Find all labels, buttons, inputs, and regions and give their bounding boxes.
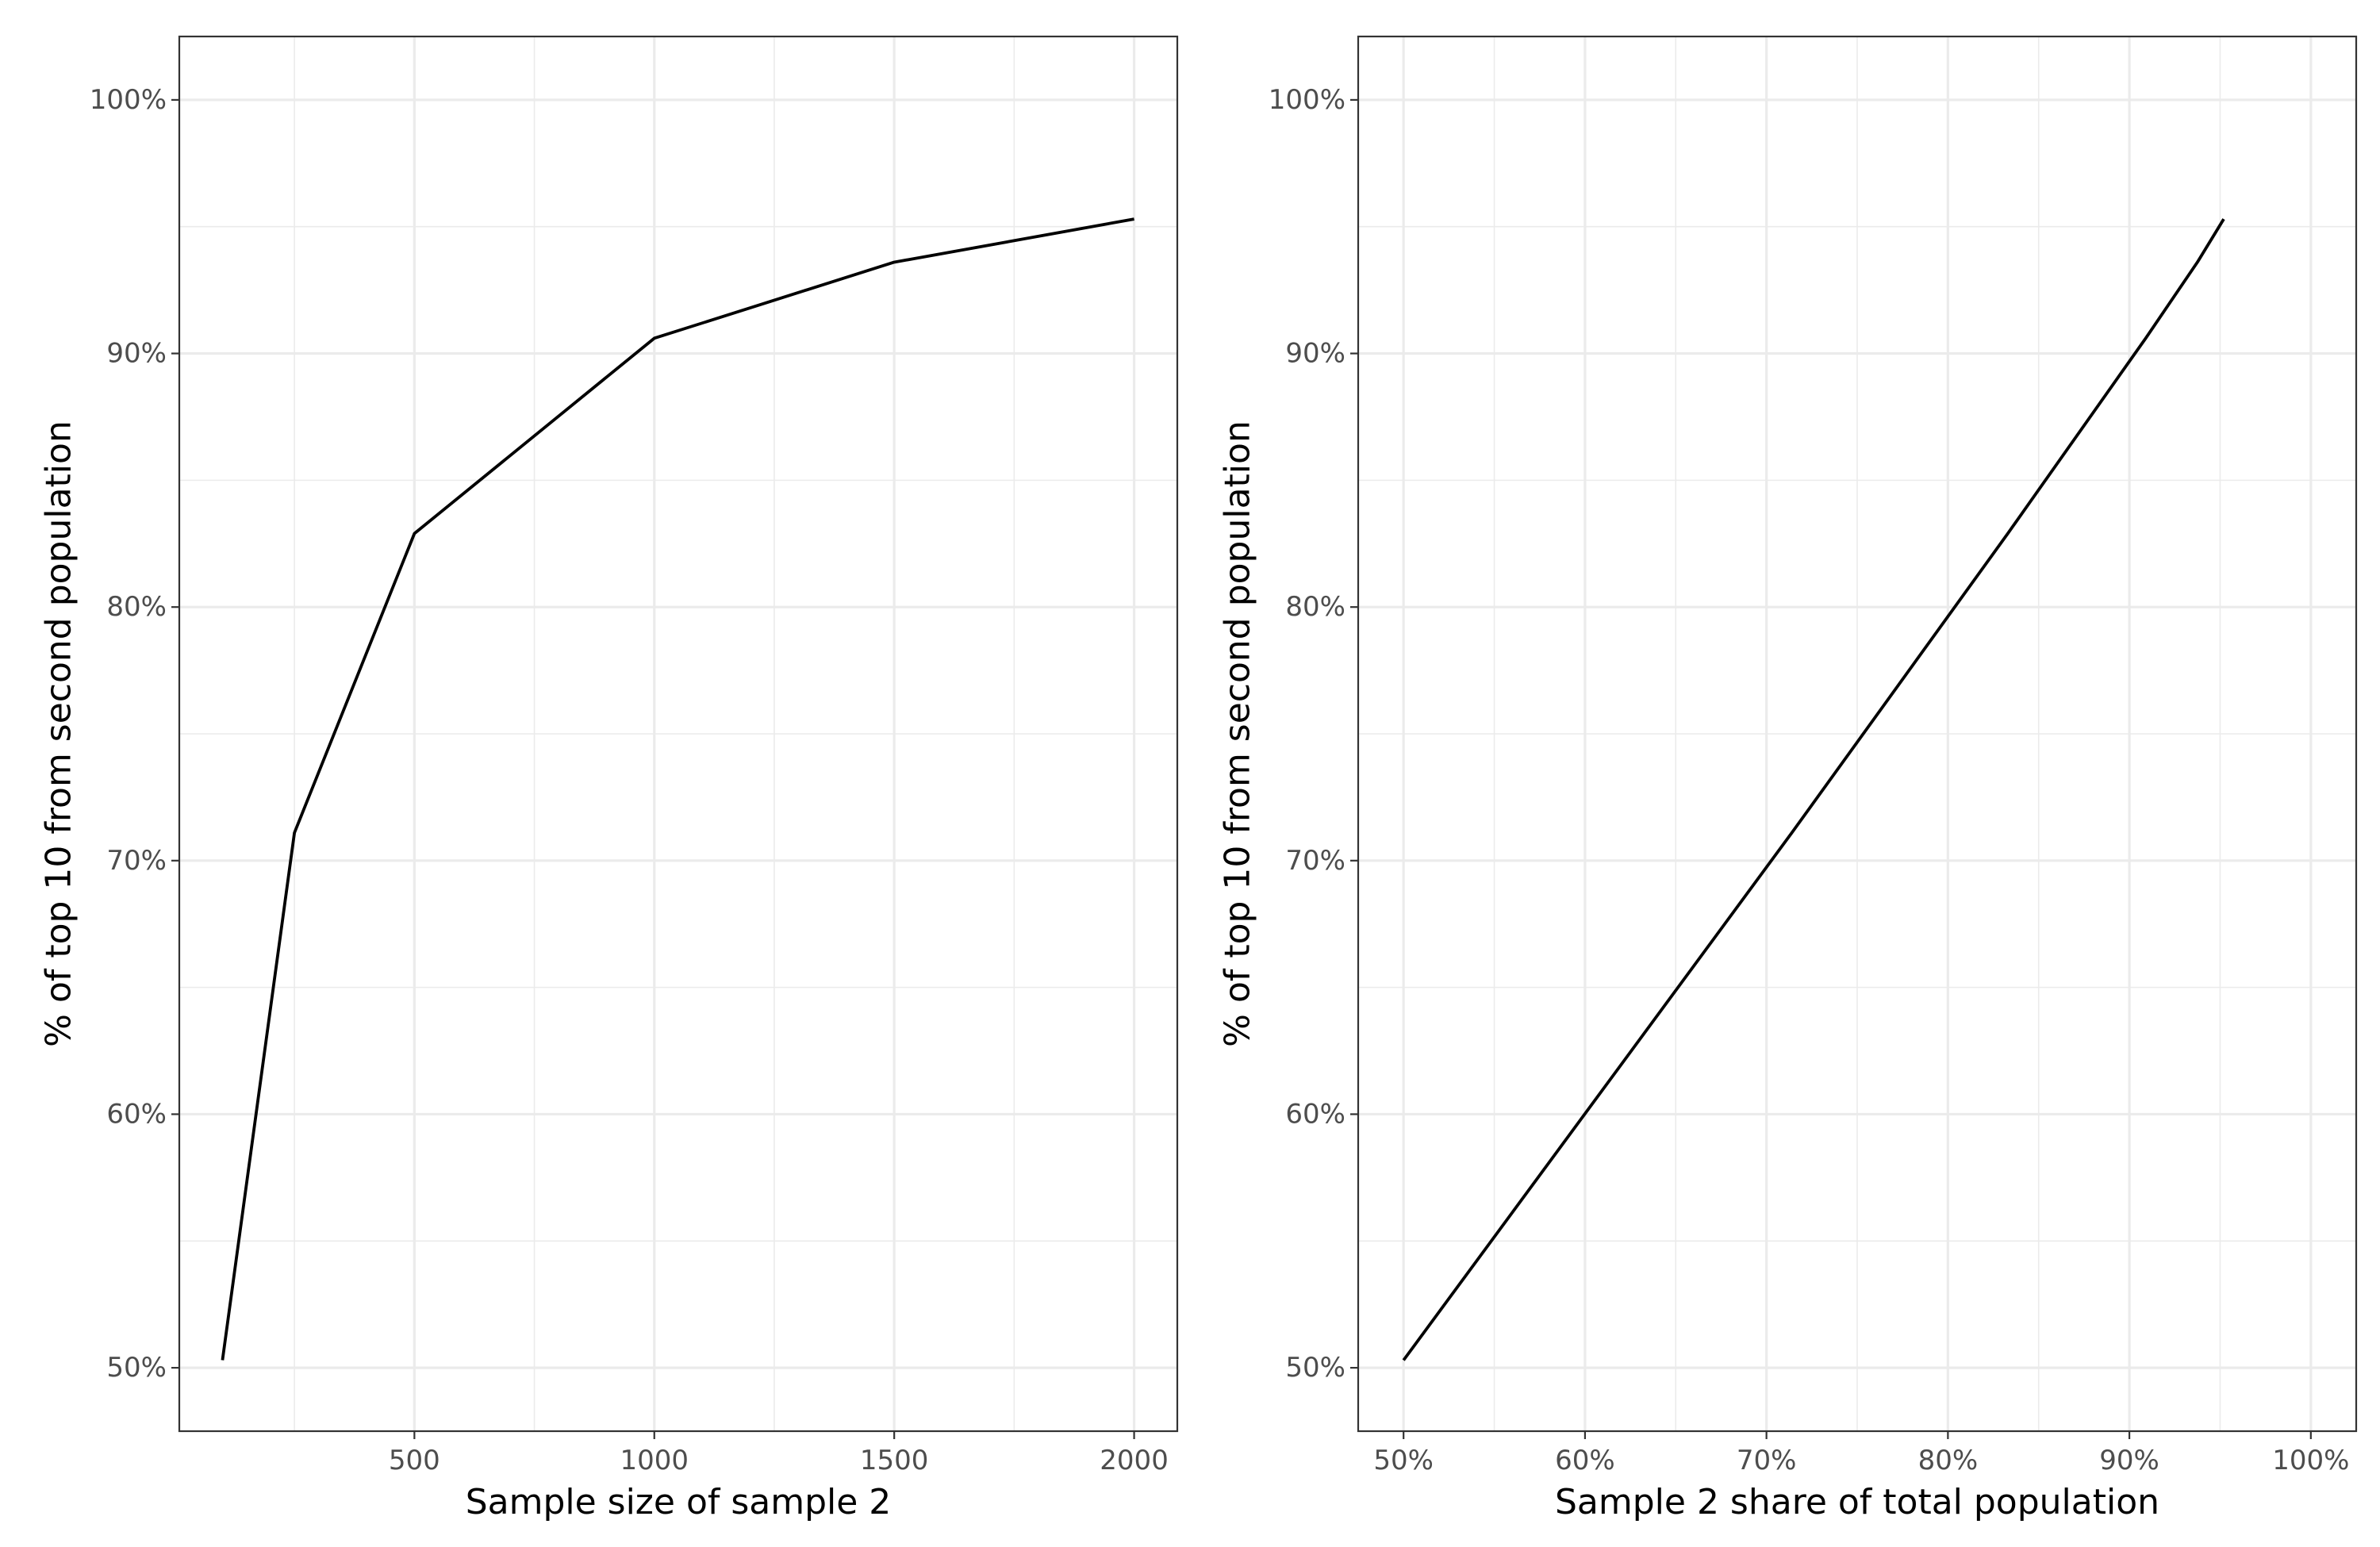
y-tick-label: 80%: [106, 591, 167, 623]
y-axis-title: % of top 10 from second population: [1218, 420, 1258, 1047]
x-tick-label: 90%: [2099, 1445, 2159, 1476]
y-tick-label: 60%: [106, 1098, 167, 1130]
y-tick-label: 80%: [1285, 591, 1345, 623]
y-tick-label: 70%: [106, 845, 167, 877]
panel-border: [1357, 35, 2358, 1433]
y-tick-label: 90%: [1285, 338, 1345, 370]
y-tick-label: 50%: [106, 1352, 167, 1384]
x-axis-title: Sample 2 share of total population: [1555, 1482, 2159, 1522]
x-tick-label: 2000: [1100, 1445, 1169, 1476]
x-tick-label: 80%: [1918, 1445, 1979, 1476]
panel-border: [178, 35, 1179, 1433]
x-tick-label: 100%: [2272, 1445, 2349, 1476]
y-tick-label: 60%: [1285, 1098, 1345, 1130]
y-tick-label: 90%: [106, 338, 167, 370]
series-line: [221, 217, 1134, 1361]
left-chart-panel: 50% 60% 70% 80% 90% 100% 500 1000 1500 2000 Sample…: [39, 35, 1179, 1522]
y-tick-label: 50%: [1285, 1352, 1345, 1384]
x-tick-label: 50%: [1373, 1445, 1434, 1476]
x-tick-label: 500: [389, 1445, 440, 1476]
y-tick-label: 100%: [1269, 84, 1345, 116]
y-tick-label: 100%: [90, 84, 167, 116]
x-tick-label: 1000: [620, 1445, 689, 1476]
x-tick-label: 60%: [1555, 1445, 1615, 1476]
x-tick-label: 70%: [1737, 1445, 1797, 1476]
y-tick-label: 70%: [1285, 845, 1345, 877]
right-chart-panel: 50% 60% 70% 80% 90% 100% 50% 60% 70% 80% 90% 100% Sa…: [1218, 35, 2358, 1522]
y-axis-title: % of top 10 from second population: [39, 420, 79, 1047]
x-tick-label: 1500: [860, 1445, 929, 1476]
series-line: [1402, 218, 2225, 1361]
x-axis-title: Sample size of sample 2: [466, 1482, 892, 1522]
